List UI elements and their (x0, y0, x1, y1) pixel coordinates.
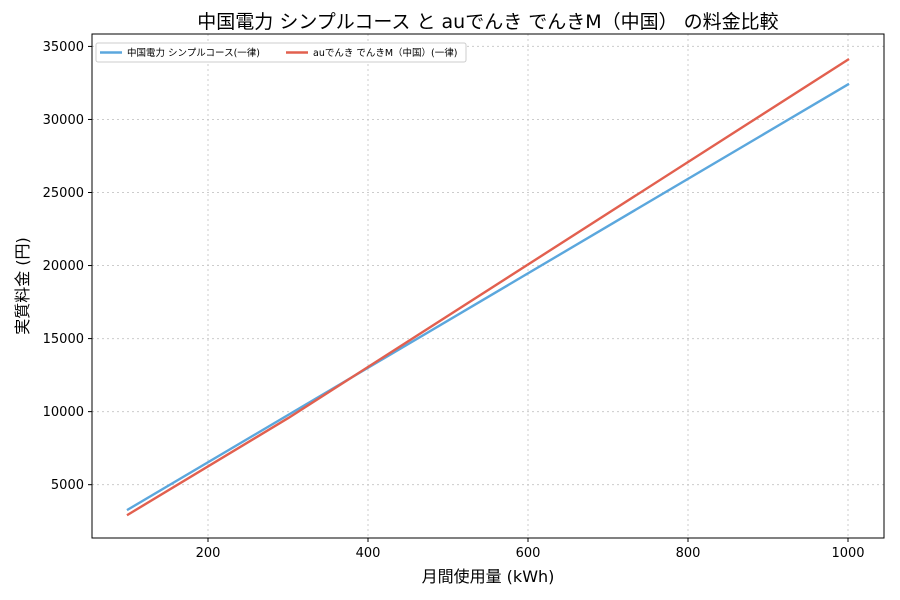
legend-frame (95, 42, 467, 63)
y-tick-label: 30000 (43, 113, 84, 128)
plot-frame (91, 33, 885, 539)
y-tick-label: 5000 (51, 478, 84, 493)
x-tick-label: 1000 (831, 546, 864, 561)
series-line-2 (126, 57, 850, 517)
y-tick-label: 25000 (43, 186, 84, 201)
y-tick-label: 35000 (43, 40, 84, 55)
x-tick-label: 800 (676, 546, 701, 561)
legend: 中国電力 シンプルコース(一律) auでんき でんきM（中国）(一律) (95, 42, 467, 63)
y-tick-label: 15000 (43, 332, 84, 347)
series-layer (126, 57, 850, 517)
x-tick-label: 600 (516, 546, 541, 561)
y-axis-label: 実質料金 (円) (13, 237, 32, 335)
x-tick-label: 200 (196, 546, 221, 561)
x-tick-label: 400 (356, 546, 381, 561)
legend-label-series-2: auでんき でんきM（中国）(一律) (313, 47, 457, 59)
y-tick-label: 10000 (43, 405, 84, 420)
y-tick-label: 20000 (43, 259, 84, 274)
legend-label-series-1: 中国電力 シンプルコース(一律) (127, 47, 260, 59)
series-line-1 (126, 82, 850, 512)
x-axis-label: 月間使用量 (kWh) (422, 567, 555, 586)
chart-title: 中国電力 シンプルコース と auでんき でんきM（中国） の料金比較 (197, 11, 778, 33)
ticks-layer: 200 400 600 800 1000 5000 10000 15000 20000 25000… (43, 40, 865, 561)
